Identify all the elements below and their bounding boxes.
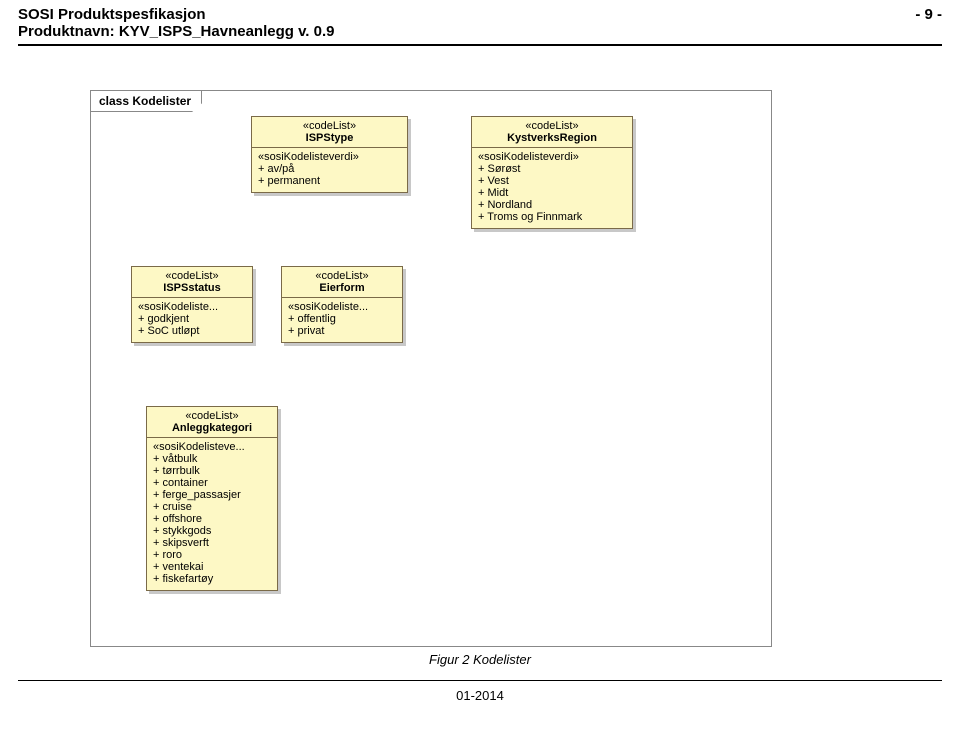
uml-attribute: + tørrbulk	[153, 465, 271, 477]
uml-attribute: + Sørøst	[478, 163, 626, 175]
class-name: KystverksRegion	[478, 132, 626, 144]
uml-attribute: + SoC utløpt	[138, 325, 246, 337]
uml-attribute: + Midt	[478, 187, 626, 199]
uml-attribute: + godkjent	[138, 313, 246, 325]
uml-attribute: + permanent	[258, 175, 401, 187]
body-stereotype: «sosiKodelisteverdi»	[478, 151, 626, 163]
uml-head: «codeList» Anleggkategori	[147, 407, 277, 438]
stereotype: «codeList»	[288, 270, 396, 282]
header-underline	[18, 44, 942, 46]
uml-class-anleggkategori: «codeList» Anleggkategori «sosiKodeliste…	[146, 406, 278, 591]
class-name: Anleggkategori	[153, 422, 271, 434]
uml-attribute: + cruise	[153, 501, 271, 513]
body-stereotype: «sosiKodelisteverdi»	[258, 151, 401, 163]
footer-text: 01-2014	[0, 688, 960, 703]
body-stereotype: «sosiKodeliste...	[138, 301, 246, 313]
uml-class-ispstype: «codeList» ISPStype «sosiKodelisteverdi»…	[251, 116, 408, 193]
uml-attribute: + av/på	[258, 163, 401, 175]
stereotype: «codeList»	[258, 120, 401, 132]
uml-attribute: + privat	[288, 325, 396, 337]
stereotype: «codeList»	[153, 410, 271, 422]
uml-body: «sosiKodeliste... + godkjent+ SoC utløpt	[132, 298, 252, 342]
body-stereotype: «sosiKodeliste...	[288, 301, 396, 313]
footer-rule	[18, 680, 942, 681]
uml-attribute: + offentlig	[288, 313, 396, 325]
header-title: SOSI Produktspesfikasjon	[18, 6, 206, 23]
uml-attribute: + ventekai	[153, 561, 271, 573]
frame-label: class Kodelister	[90, 90, 202, 112]
class-diagram-frame: class Kodelister «codeList» ISPStype «so…	[90, 90, 772, 647]
uml-attribute: + container	[153, 477, 271, 489]
uml-head: «codeList» ISPStype	[252, 117, 407, 148]
uml-attribute: + ferge_passasjer	[153, 489, 271, 501]
uml-attribute: + Troms og Finnmark	[478, 211, 626, 223]
uml-attribute: + stykkgods	[153, 525, 271, 537]
class-name: Eierform	[288, 282, 396, 294]
uml-attribute: + Nordland	[478, 199, 626, 211]
uml-head: «codeList» KystverksRegion	[472, 117, 632, 148]
uml-attribute: + skipsverft	[153, 537, 271, 549]
stereotype: «codeList»	[478, 120, 626, 132]
uml-head: «codeList» Eierform	[282, 267, 402, 298]
uml-attribute: + fiskefartøy	[153, 573, 271, 585]
uml-body: «sosiKodelisteverdi» + av/på+ permanent	[252, 148, 407, 192]
uml-body: «sosiKodelisteverdi» + Sørøst+ Vest+ Mid…	[472, 148, 632, 228]
uml-class-ispsstatus: «codeList» ISPSstatus «sosiKodeliste... …	[131, 266, 253, 343]
uml-body: «sosiKodelisteve... + våtbulk+ tørrbulk+…	[147, 438, 277, 590]
uml-head: «codeList» ISPSstatus	[132, 267, 252, 298]
uml-attribute: + offshore	[153, 513, 271, 525]
body-stereotype: «sosiKodelisteve...	[153, 441, 271, 453]
uml-class-eierform: «codeList» Eierform «sosiKodeliste... + …	[281, 266, 403, 343]
header-subtitle: Produktnavn: KYV_ISPS_Havneanlegg v. 0.9	[18, 23, 942, 40]
class-name: ISPSstatus	[138, 282, 246, 294]
stereotype: «codeList»	[138, 270, 246, 282]
header-page: - 9 -	[915, 6, 942, 23]
figure-caption: Figur 2 Kodelister	[0, 652, 960, 667]
uml-attribute: + våtbulk	[153, 453, 271, 465]
uml-attribute: + Vest	[478, 175, 626, 187]
uml-class-kystverksregion: «codeList» KystverksRegion «sosiKodelist…	[471, 116, 633, 229]
page-header: SOSI Produktspesfikasjon - 9 - Produktna…	[0, 0, 960, 42]
uml-body: «sosiKodeliste... + offentlig+ privat	[282, 298, 402, 342]
class-name: ISPStype	[258, 132, 401, 144]
uml-attribute: + roro	[153, 549, 271, 561]
